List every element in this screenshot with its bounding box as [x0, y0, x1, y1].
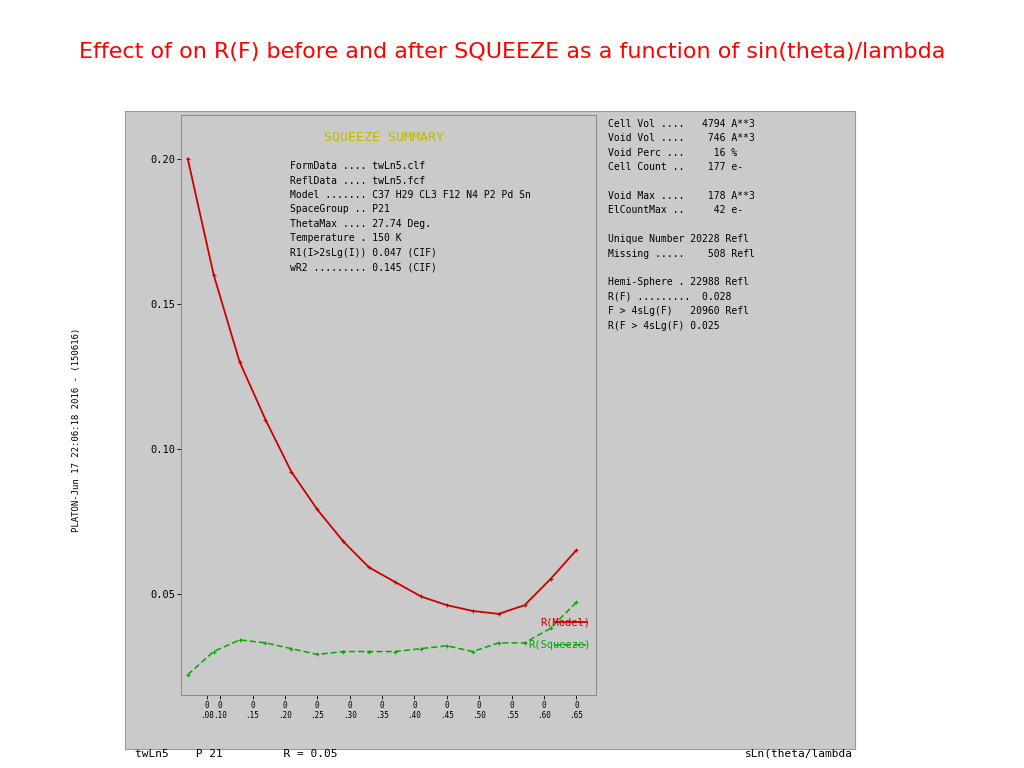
Text: R(Model): R(Model) [541, 617, 591, 627]
Text: Cell Vol ....   4794 A**3
Void Vol ....    746 A**3
Void Perc ...     16 %
Cell : Cell Vol .... 4794 A**3 Void Vol .... 74… [608, 119, 755, 331]
Text: PLATON-Jun 17 22:06:18 2016 - (150616): PLATON-Jun 17 22:06:18 2016 - (150616) [73, 328, 81, 532]
Text: FormData .... twLn5.clf
ReflData .... twLn5.fcf
Model ....... C37 H29 CL3 F12 N4: FormData .... twLn5.clf ReflData .... tw… [290, 161, 530, 272]
Text: Effect of on R(F) before and after SQUEEZE as a function of sin(theta)/lambda: Effect of on R(F) before and after SQUEE… [79, 42, 945, 62]
Text: sLn(theta/lambda: sLn(theta/lambda [745, 749, 853, 759]
Text: twLn5    P 21         R = 0.05: twLn5 P 21 R = 0.05 [135, 749, 338, 759]
Text: SQUEEZE SUMMARY: SQUEEZE SUMMARY [324, 131, 444, 144]
Text: R(Squeeze): R(Squeeze) [528, 640, 591, 650]
